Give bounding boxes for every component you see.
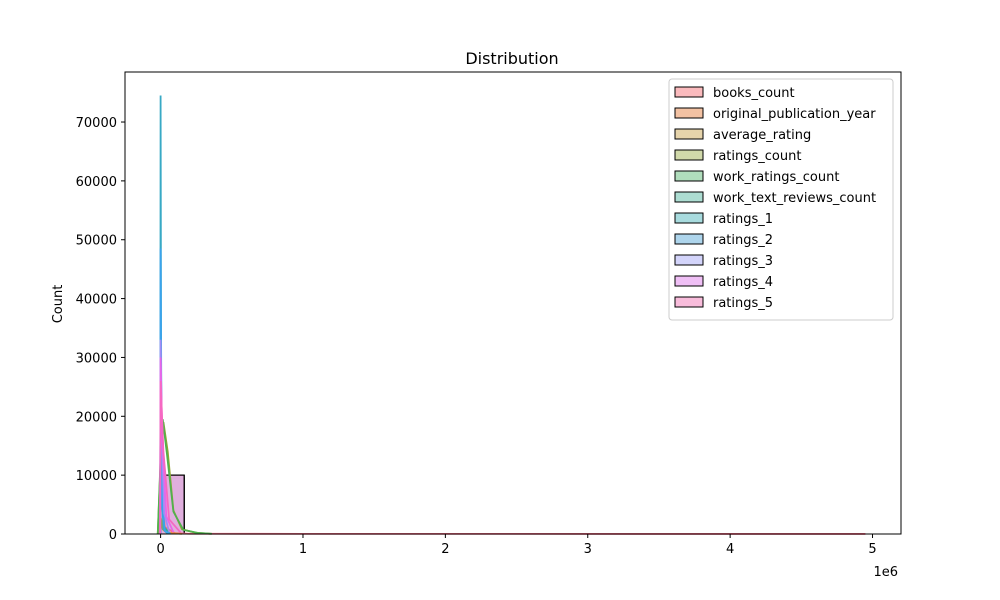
legend-swatch-ratings_3 — [674, 254, 704, 266]
x-tick-label-2: 2 — [441, 542, 449, 557]
legend-label-ratings_5: ratings_5 — [713, 296, 773, 311]
legend-box — [668, 78, 894, 321]
legend-swatch-average_rating — [674, 128, 704, 140]
legend-swatch-work_text_reviews_count — [674, 191, 704, 203]
legend: books_count original_publication_yearaver… — [668, 78, 894, 321]
legend-swatch-ratings_5 — [674, 296, 704, 308]
y-tick-label-7: 70000 — [76, 116, 117, 131]
legend-swatch-ratings_4 — [674, 275, 704, 287]
legend-swatch-ratings_count — [674, 149, 704, 161]
legend-swatch-work_ratings_count — [674, 170, 704, 182]
legend-label-ratings_2: ratings_2 — [713, 233, 773, 248]
y-tick-label-6: 60000 — [76, 175, 117, 190]
y-tick-label-5: 50000 — [76, 234, 117, 249]
legend-label-books_count: books_count — [713, 86, 795, 101]
y-tick-label-0: 0 — [109, 528, 117, 543]
plot-frame — [124, 71, 902, 535]
legend-label-original_publication_year: original_publication_year — [713, 107, 876, 122]
x-axis-offset-label: 1e6 — [873, 565, 898, 580]
legend-label-ratings_1: ratings_1 — [713, 212, 773, 227]
legend-label-average_rating: average_rating — [713, 128, 811, 143]
y-tick-label-3: 30000 — [76, 351, 117, 366]
kde-line-ratings_5 — [159, 380, 182, 535]
legend-swatch-ratings_2 — [674, 233, 704, 245]
plot-area — [156, 95, 866, 535]
x-tick-label-5: 5 — [868, 542, 876, 557]
x-tick-label-1: 1 — [299, 542, 307, 557]
y-axis-label: Count — [51, 285, 66, 324]
x-tick-label-4: 4 — [726, 542, 734, 557]
x-tick-label-0: 0 — [156, 542, 164, 557]
legend-swatch-books_count — [674, 86, 704, 98]
legend-swatch-ratings_1 — [674, 212, 704, 224]
y-tick-label-1: 10000 — [76, 469, 117, 484]
y-tick-label-4: 40000 — [76, 293, 117, 308]
axes: 0 1 2 3 4 5 0 10000 20000 30000 40000 50000 60000 700… — [76, 71, 902, 557]
legend-label-ratings_3: ratings_3 — [713, 254, 773, 269]
legend-label-ratings_count: ratings_count — [713, 149, 801, 164]
legend-swatch-original_publication_year — [674, 107, 704, 119]
legend-label-work_ratings_count: work_ratings_count — [713, 170, 839, 185]
legend-label-ratings_4: ratings_4 — [713, 275, 773, 290]
legend-label-work_text_reviews_count: work_text_reviews_count — [713, 191, 876, 206]
y-tick-label-2: 20000 — [76, 410, 117, 425]
chart-title: Distribution — [465, 49, 558, 68]
x-tick-label-3: 3 — [584, 542, 592, 557]
